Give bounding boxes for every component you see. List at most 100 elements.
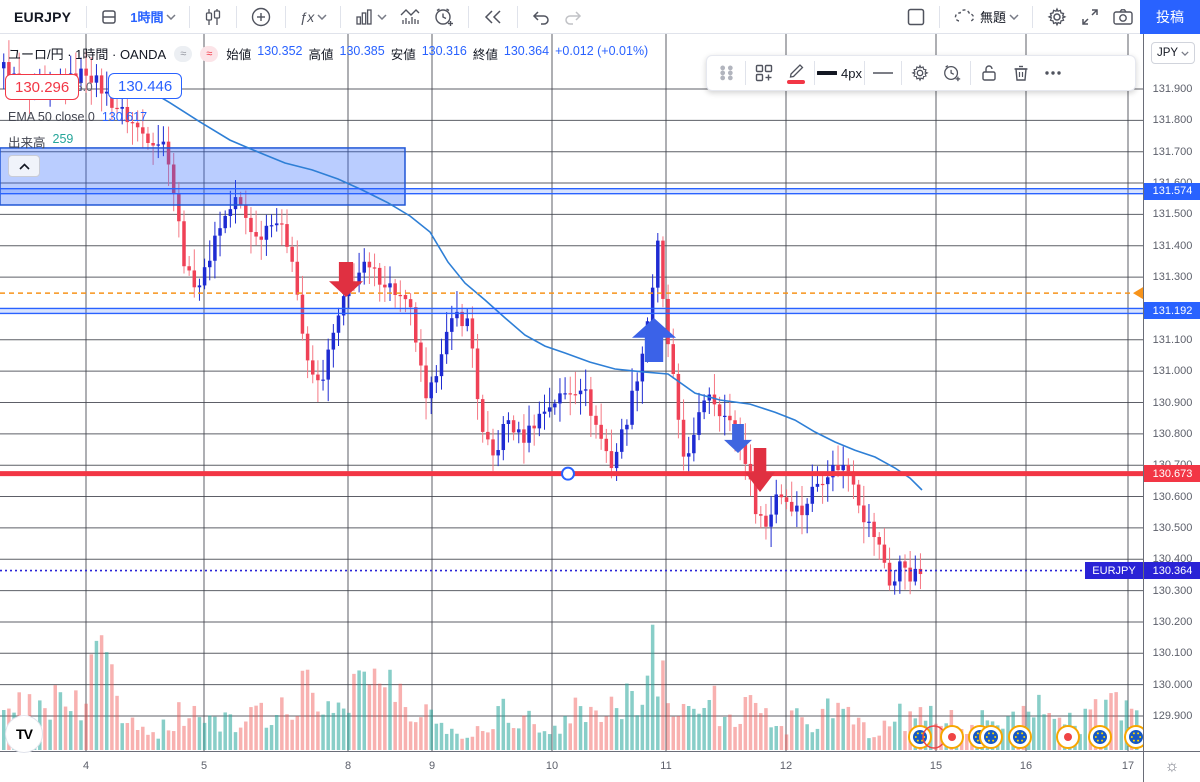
line-color-button[interactable] <box>780 58 812 88</box>
calendar-event-icon[interactable] <box>1056 725 1080 749</box>
more-options-button[interactable] <box>1037 58 1069 88</box>
drawing-settings-button[interactable] <box>904 58 936 88</box>
price-axis[interactable]: JPY 131.900131.800131.700131.600131.5001… <box>1143 34 1200 751</box>
pattern-search-button[interactable] <box>393 3 427 31</box>
high-label: 高値 <box>308 48 334 62</box>
separator <box>189 5 191 28</box>
ema-legend-row[interactable]: EMA 50 close 0 130.617 <box>8 110 147 124</box>
price-tick: 130.200 <box>1152 615 1193 628</box>
bar-chart-icon <box>356 8 372 25</box>
legend-symbol-title[interactable]: ユーロ/円 · 1時間 · OANDA <box>8 47 167 62</box>
separator <box>745 61 746 85</box>
delete-button[interactable] <box>1005 58 1037 88</box>
price-tick: 130.800 <box>1152 427 1193 440</box>
rectangle-drawing[interactable] <box>0 147 406 206</box>
calendar-event-icon[interactable] <box>979 725 1003 749</box>
fullscreen-button[interactable] <box>1074 3 1106 31</box>
line-style-button[interactable] <box>867 58 899 88</box>
arrow-down-drawing[interactable] <box>329 262 363 297</box>
calendar-icon[interactable] <box>94 3 124 31</box>
lock-button[interactable] <box>973 58 1005 88</box>
undo-button[interactable] <box>525 3 557 31</box>
arrow-down-drawing[interactable] <box>724 424 752 453</box>
template-button[interactable] <box>748 58 780 88</box>
ema-line[interactable] <box>139 84 923 491</box>
low-label: 安値 <box>390 48 416 62</box>
trash-icon <box>1014 65 1028 81</box>
save-layout-button[interactable]: 無題 <box>947 3 1025 31</box>
collapse-legend-button[interactable] <box>8 155 40 177</box>
symbol-button[interactable]: EURJPY <box>14 8 72 25</box>
calendar-event-icon[interactable] <box>1124 725 1143 749</box>
publish-button[interactable]: 投稿 <box>1140 0 1200 34</box>
separator <box>340 5 342 28</box>
alert-button[interactable] <box>427 3 461 31</box>
line-handle[interactable] <box>561 466 575 481</box>
time-tick: 15 <box>929 760 943 772</box>
arrow-down-drawing[interactable] <box>745 448 775 492</box>
snapshot-button[interactable] <box>1106 3 1140 31</box>
calendar-event-icon[interactable] <box>908 725 932 749</box>
interval-label: 1時間 <box>130 10 164 25</box>
flag-toggle-icon[interactable]: ≈ <box>200 45 219 62</box>
price-label-red[interactable]: 130.296 <box>5 74 80 100</box>
sun-icon: ☼ <box>1164 758 1180 775</box>
chart-pane[interactable]: ユーロ/円 · 1時間 · OANDA ≈ ≈ 始値 130.352 高値 130.… <box>0 34 1143 751</box>
drag-handle[interactable]: ●● ●● ●● <box>719 61 735 84</box>
theme-toggle-button[interactable]: ☼ <box>1143 751 1200 782</box>
close-value: 130.364 <box>503 44 550 58</box>
chart-type-button[interactable] <box>197 3 229 31</box>
price-axis-label[interactable]: 130.673 <box>1144 465 1200 483</box>
layout-name-label: 無題 <box>979 10 1006 25</box>
redo-icon <box>565 10 582 25</box>
compare-button[interactable] <box>244 3 278 31</box>
gear-icon <box>911 64 929 82</box>
time-axis[interactable]: 4 5 8 9 10 11 12 15 16 17 <box>0 751 1143 782</box>
time-tick: 4 <box>82 760 90 772</box>
calendar-event-icon[interactable] <box>1008 725 1032 749</box>
calendar-event-icon[interactable] <box>940 725 964 749</box>
price-axis-label[interactable]: 131.192 <box>1144 302 1200 320</box>
layout-button[interactable] <box>900 3 932 31</box>
alert-marker-icon[interactable] <box>1133 287 1143 300</box>
template-grid-plus-icon <box>755 64 773 82</box>
separator <box>938 5 940 28</box>
volume-label: 出来高 <box>8 136 46 150</box>
price-label-blue[interactable]: 130.446 <box>108 73 183 99</box>
tradingview-logo[interactable]: TV <box>6 716 42 752</box>
price-tick: 130.000 <box>1152 678 1193 691</box>
line-width-button[interactable]: 4px <box>817 58 862 88</box>
currency-selector[interactable]: JPY <box>1151 42 1195 64</box>
drawing-floating-toolbar: ●● ●● ●● 4px <box>706 55 1136 91</box>
top-toolbar: EURJPY 1時間 ƒx <box>0 0 1200 34</box>
templates-button[interactable] <box>348 3 393 31</box>
price-tick: 129.900 <box>1152 710 1193 722</box>
calendar-event-icon[interactable] <box>1088 725 1112 749</box>
price-tick: 131.100 <box>1152 333 1193 346</box>
source-toggle-icon[interactable]: ≈ <box>174 45 193 62</box>
price-axis-label[interactable]: 131.574 <box>1144 182 1200 200</box>
settings-button[interactable] <box>1040 3 1074 31</box>
plus-circle-icon <box>252 7 271 26</box>
arrow-up-drawing[interactable] <box>632 318 676 362</box>
redo-button[interactable] <box>557 3 589 31</box>
price-tick: 130.600 <box>1152 490 1193 503</box>
toolbar-right-group: 無題 投稿 <box>900 0 1200 34</box>
drawing-alert-button[interactable] <box>936 58 968 88</box>
alarm-clock-plus-icon <box>435 7 454 26</box>
thin-line-icon <box>872 72 893 74</box>
price-chart-canvas[interactable] <box>0 34 1143 751</box>
replay-button[interactable] <box>476 3 510 31</box>
current-price-line-tag[interactable]: EURJPY <box>1085 562 1143 580</box>
volume-legend-row[interactable]: 出来高 259 <box>8 132 73 151</box>
price-tick: 130.500 <box>1152 521 1193 534</box>
indicators-button[interactable]: ƒx <box>293 3 333 31</box>
separator <box>1032 5 1033 28</box>
time-tick: 10 <box>545 760 559 772</box>
interval-button[interactable]: 1時間 <box>124 3 182 31</box>
separator <box>863 61 865 85</box>
price-axis-label[interactable]: 130.364 <box>1144 562 1200 580</box>
legend-row[interactable]: ユーロ/円 · 1時間 · OANDA ≈ ≈ 始値 130.352 高値 130.… <box>8 44 648 63</box>
price-tick: 131.500 <box>1152 208 1193 221</box>
